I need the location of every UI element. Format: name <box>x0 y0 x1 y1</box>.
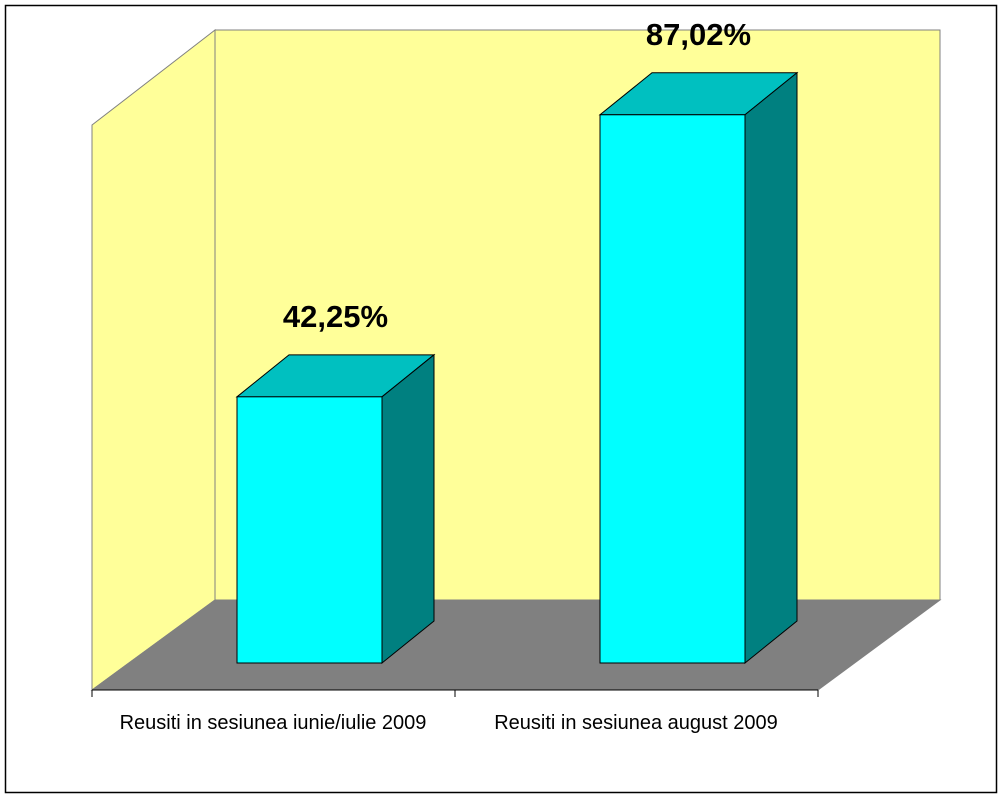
value-label: 42,25% <box>283 299 388 334</box>
value-label: 87,02% <box>646 17 751 52</box>
side-wall <box>91 28 216 691</box>
x-tick-label: Reusiti in sesiunea iunie/iulie 2009 <box>119 712 427 734</box>
bar <box>599 114 746 664</box>
bar <box>236 396 383 664</box>
bar-side <box>381 353 435 665</box>
bar-side <box>744 71 798 665</box>
x-tick-label: Reusiti in sesiunea august 2009 <box>494 712 778 734</box>
floor <box>90 599 942 691</box>
